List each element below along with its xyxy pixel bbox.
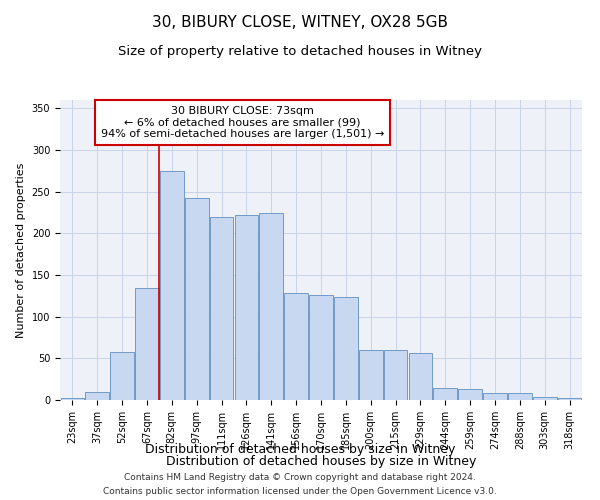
Bar [284,294,308,400]
Bar [185,198,209,400]
Bar [558,398,581,400]
Bar [135,288,159,400]
Text: Distribution of detached houses by size in Witney: Distribution of detached houses by size … [145,442,455,456]
Bar [110,352,134,400]
Bar [533,396,557,400]
Bar [61,398,84,400]
Y-axis label: Number of detached properties: Number of detached properties [16,162,26,338]
Bar [235,215,258,400]
Text: Contains HM Land Registry data © Crown copyright and database right 2024.: Contains HM Land Registry data © Crown c… [124,472,476,482]
Bar [409,352,432,400]
Bar [384,350,407,400]
Bar [483,394,507,400]
Text: Size of property relative to detached houses in Witney: Size of property relative to detached ho… [118,45,482,58]
Bar [508,392,532,400]
Bar [85,392,109,400]
Bar [309,295,333,400]
Text: 30, BIBURY CLOSE, WITNEY, OX28 5GB: 30, BIBURY CLOSE, WITNEY, OX28 5GB [152,15,448,30]
Bar [458,389,482,400]
Bar [433,388,457,400]
Bar [334,296,358,400]
Bar [259,214,283,400]
Text: Contains public sector information licensed under the Open Government Licence v3: Contains public sector information licen… [103,488,497,496]
Bar [359,350,383,400]
Bar [160,171,184,400]
Bar [210,216,233,400]
X-axis label: Distribution of detached houses by size in Witney: Distribution of detached houses by size … [166,454,476,468]
Text: 30 BIBURY CLOSE: 73sqm
← 6% of detached houses are smaller (99)
94% of semi-deta: 30 BIBURY CLOSE: 73sqm ← 6% of detached … [101,106,385,139]
